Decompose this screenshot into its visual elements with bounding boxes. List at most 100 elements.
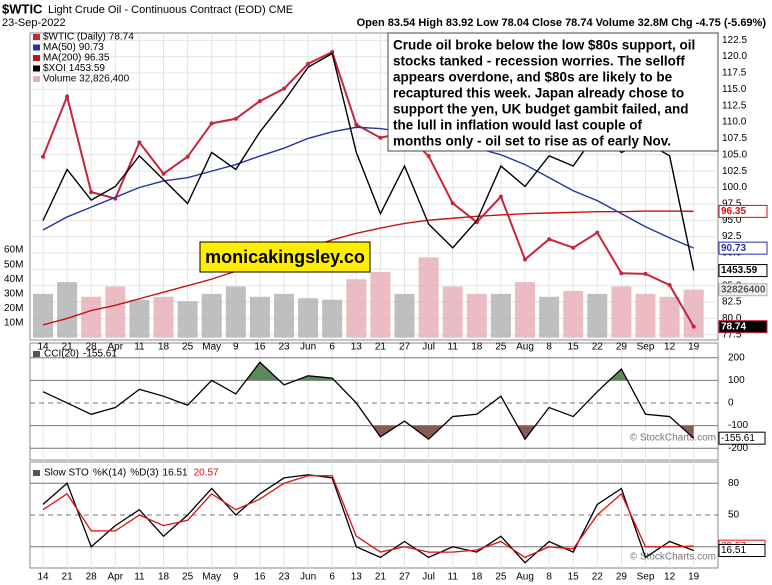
y-tick-label: 95.0 <box>722 215 742 226</box>
x-tick-label: Jun <box>300 572 316 583</box>
legend-swatch <box>33 470 40 476</box>
last-value-box <box>718 431 766 445</box>
x-tick-label: Aug <box>516 572 534 583</box>
x-tick-label: 9 <box>233 572 239 583</box>
x-tick-label: 13 <box>351 342 363 353</box>
volume-bar <box>635 293 656 338</box>
y-tick-label: 50 <box>728 510 740 521</box>
annotation-line: the lull in inflation would last couple … <box>393 118 642 133</box>
x-tick-label: Apr <box>108 342 124 353</box>
y-tick-label: 117.5 <box>722 68 747 79</box>
symbol: $WTIC <box>2 1 43 16</box>
date: 23-Sep-2022 <box>2 17 66 29</box>
volume-bar <box>33 293 53 338</box>
x-tick-label: 11 <box>448 342 459 353</box>
close-point <box>354 122 359 127</box>
last-value-label: 1453.59 <box>721 265 758 276</box>
volume-bar <box>105 286 126 338</box>
last-value-box <box>718 264 768 278</box>
close-point <box>667 283 672 288</box>
x-tick-label: 28 <box>86 572 98 583</box>
annotation-box <box>387 32 719 152</box>
y-tick-label: 77.5 <box>722 329 742 340</box>
credit: © StockCharts.com <box>630 552 716 563</box>
volume-bar <box>418 257 439 338</box>
legend-swatch <box>33 55 40 61</box>
close-point <box>378 135 383 140</box>
indicator-line <box>42 361 695 441</box>
x-tick-label: 9 <box>233 342 239 353</box>
last-value-label: -155.61 <box>721 433 755 444</box>
x-tick-label: Jul <box>422 572 435 583</box>
x-tick-label: 15 <box>568 572 580 583</box>
quote: Open 83.54 High 83.92 Low 78.04 Close 78… <box>357 17 767 29</box>
volume-tick-label: 10M <box>4 318 23 329</box>
close-point <box>89 190 94 195</box>
x-tick-label: 18 <box>158 572 170 583</box>
x-tick-label: 12 <box>664 572 676 583</box>
last-value-box <box>718 283 768 297</box>
x-tick-label: 11 <box>134 572 145 583</box>
x-tick-label: 6 <box>329 342 335 353</box>
legend-label: CCI(20) <box>44 349 79 360</box>
x-tick-label: 16 <box>254 572 266 583</box>
x-tick-label: 21 <box>62 572 74 583</box>
y-tick-label: 112.5 <box>722 100 747 111</box>
x-tick-label: 11 <box>448 572 459 583</box>
x-tick-label: 29 <box>616 342 628 353</box>
watermark: monicakingsley.co <box>205 247 365 267</box>
legend-value: 1453.59 <box>69 63 106 74</box>
close-point <box>233 116 238 121</box>
y-tick-label: 100 <box>728 375 745 386</box>
volume-tick-label: 50M <box>4 259 23 270</box>
x-tick-label: 21 <box>375 572 387 583</box>
annotation-line: months only - oil set to rise as of earl… <box>393 134 671 149</box>
last-value-label: 90.73 <box>721 243 746 254</box>
close-point <box>282 86 286 91</box>
last-value-label: 32826400 <box>721 284 766 295</box>
x-tick-label: 15 <box>568 342 580 353</box>
volume-bar <box>515 282 535 338</box>
volume-bar <box>153 296 174 338</box>
volume-bar <box>225 286 246 338</box>
x-tick-label: 27 <box>399 572 411 583</box>
last-value-label: 78.74 <box>721 321 746 332</box>
indicator-line <box>42 475 694 559</box>
x-tick-label: 14 <box>37 572 49 583</box>
x-tick-label: 14 <box>37 342 49 353</box>
y-tick-label: 92.5 <box>722 231 742 242</box>
volume-bar <box>322 299 343 338</box>
y-tick-label: 80.0 <box>722 313 742 324</box>
x-tick-label: 25 <box>182 342 194 353</box>
x-tick-label: 28 <box>86 342 98 353</box>
last-value-box <box>718 543 766 557</box>
y-tick-label: 122.5 <box>722 35 747 46</box>
volume-tick-label: 60M <box>4 245 23 256</box>
legend-label: MA(200) <box>43 53 81 64</box>
close-point <box>306 61 311 66</box>
x-tick-label: 19 <box>688 342 700 353</box>
legend-label: %K(14) <box>93 468 126 479</box>
legend-label: Volume 32,826,400 <box>43 74 130 85</box>
x-tick-label: 23 <box>278 572 290 583</box>
y-tick-label: 200 <box>728 352 745 363</box>
x-tick-label: Jun <box>300 342 316 353</box>
volume-bar <box>249 296 270 338</box>
volume-bar <box>683 289 704 338</box>
x-tick-label: 22 <box>592 342 604 353</box>
y-tick-label: 0 <box>728 398 734 409</box>
cci-panel <box>29 342 719 461</box>
credit: © StockCharts.com <box>630 433 716 444</box>
x-tick-label: May <box>202 572 221 583</box>
volume-bar <box>370 271 391 338</box>
legend-swatch <box>33 65 40 72</box>
close-point <box>65 94 70 99</box>
series-line <box>42 50 695 328</box>
y-tick-label: 105.0 <box>722 149 747 160</box>
close-point <box>643 271 648 276</box>
volume-bar <box>201 293 222 338</box>
annotation-line: stocks tanked - recession worries. The s… <box>393 54 685 69</box>
close-point <box>450 201 455 206</box>
close-point <box>257 99 262 104</box>
